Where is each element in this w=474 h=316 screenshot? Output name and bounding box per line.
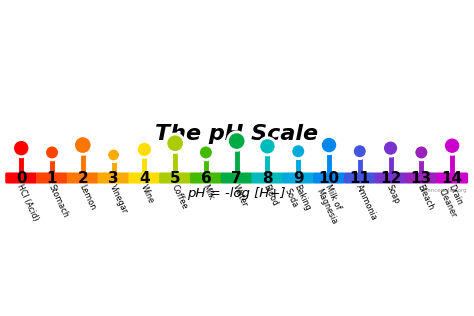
Text: Blood: Blood	[262, 183, 280, 208]
FancyBboxPatch shape	[405, 173, 438, 184]
Text: sciencenotes.org: sciencenotes.org	[421, 188, 467, 193]
Text: Stomach: Stomach	[46, 183, 70, 219]
Text: Milk of
Magnesia: Milk of Magnesia	[314, 183, 348, 226]
Circle shape	[352, 144, 367, 159]
Text: 1: 1	[47, 171, 57, 185]
FancyBboxPatch shape	[374, 173, 407, 184]
Text: pH = -log [H+]: pH = -log [H+]	[187, 187, 286, 200]
FancyBboxPatch shape	[36, 173, 68, 184]
FancyBboxPatch shape	[251, 173, 283, 184]
Circle shape	[320, 137, 337, 154]
Text: 8: 8	[262, 171, 273, 185]
Text: 9: 9	[293, 171, 303, 185]
Text: 7: 7	[231, 171, 242, 185]
Text: 12: 12	[380, 171, 401, 185]
Circle shape	[45, 145, 59, 160]
FancyBboxPatch shape	[344, 173, 376, 184]
Circle shape	[228, 132, 246, 150]
Text: HCl (Acid): HCl (Acid)	[16, 183, 40, 223]
Text: 11: 11	[349, 171, 370, 185]
Text: 14: 14	[442, 171, 463, 185]
FancyBboxPatch shape	[98, 173, 129, 184]
Text: Ammonia: Ammonia	[354, 183, 379, 222]
Text: Coffee: Coffee	[169, 183, 189, 211]
FancyBboxPatch shape	[221, 173, 253, 184]
FancyBboxPatch shape	[282, 173, 314, 184]
Text: Baking
Soda: Baking Soda	[283, 183, 312, 216]
Circle shape	[137, 141, 152, 157]
Text: 6: 6	[201, 171, 211, 185]
Text: 5: 5	[170, 171, 181, 185]
Text: 13: 13	[411, 171, 432, 185]
Text: Water: Water	[231, 183, 249, 208]
FancyBboxPatch shape	[313, 173, 345, 184]
FancyBboxPatch shape	[436, 173, 468, 184]
Circle shape	[383, 140, 399, 156]
Text: Bleach: Bleach	[416, 183, 435, 211]
Text: Wine: Wine	[139, 183, 155, 205]
Circle shape	[13, 140, 30, 157]
FancyBboxPatch shape	[190, 173, 222, 184]
FancyBboxPatch shape	[67, 173, 99, 184]
Text: 10: 10	[319, 171, 339, 185]
Circle shape	[166, 134, 184, 152]
FancyBboxPatch shape	[159, 173, 191, 184]
Circle shape	[259, 138, 276, 155]
FancyBboxPatch shape	[5, 173, 37, 184]
Text: Drain
Cleaner: Drain Cleaner	[437, 183, 468, 219]
Circle shape	[199, 145, 213, 160]
Circle shape	[414, 145, 428, 160]
Text: 2: 2	[77, 171, 88, 185]
Text: The pH Scale: The pH Scale	[155, 124, 318, 143]
Text: 0: 0	[16, 171, 27, 185]
Circle shape	[291, 144, 306, 159]
Text: 3: 3	[108, 171, 119, 185]
FancyBboxPatch shape	[128, 173, 160, 184]
Circle shape	[107, 148, 120, 162]
Text: Vinegar: Vinegar	[108, 183, 129, 215]
Text: Soap: Soap	[385, 183, 401, 205]
Text: Lemon: Lemon	[77, 183, 97, 211]
Text: Milk: Milk	[200, 183, 215, 201]
Circle shape	[73, 136, 92, 154]
Text: 4: 4	[139, 171, 150, 185]
Circle shape	[444, 137, 461, 154]
